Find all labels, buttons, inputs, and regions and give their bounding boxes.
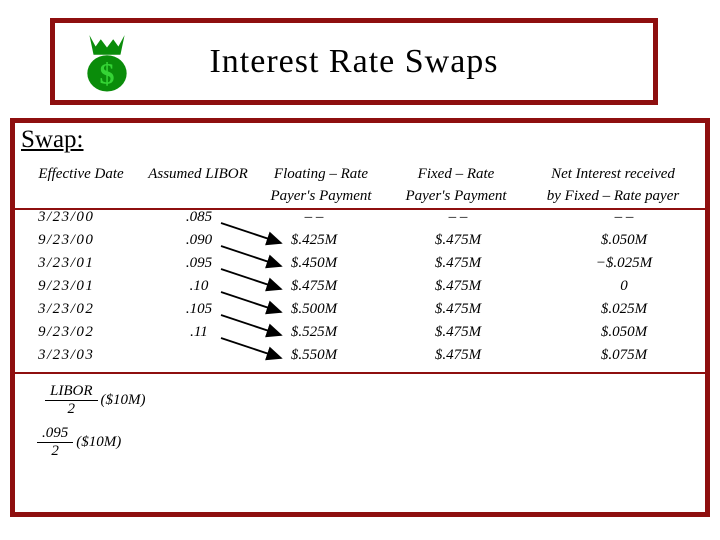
fraction-denominator: 2 <box>67 401 76 418</box>
fraction-denominator: 2 <box>51 443 59 460</box>
cell-fixed: $.475M <box>434 301 482 317</box>
cell-libor: .105 <box>185 301 213 317</box>
header-fixed-payment: Payer's Payment <box>405 188 507 204</box>
header-floating-rate: Floating – Rate <box>273 166 369 182</box>
cell-net: $.025M <box>600 301 648 317</box>
cell-date: 3/23/03 <box>38 347 95 363</box>
cell-net: $.050M <box>600 324 648 340</box>
cell-net: $.050M <box>600 232 648 248</box>
table-row: 3/23/03 $.550M $.475M $.075M <box>15 347 705 370</box>
cell-date: 3/23/02 <box>38 301 95 317</box>
cell-date: 9/23/01 <box>38 278 95 294</box>
cell-floating: $.425M <box>290 232 338 248</box>
cell-date: 9/23/00 <box>38 232 95 248</box>
cell-fixed: $.475M <box>434 324 482 340</box>
fraction: .095 2 <box>37 425 74 461</box>
table-row: 9/23/02 .11 $.525M $.475M $.050M <box>15 324 705 347</box>
header-assumed-libor: Assumed LIBOR <box>148 166 248 182</box>
header-rule <box>15 208 705 210</box>
cell-fixed: $.475M <box>434 255 482 271</box>
cell-fixed: – – <box>448 209 468 225</box>
cell-net: $.075M <box>600 347 648 363</box>
formula-suffix: ($10M) <box>76 434 122 451</box>
cell-libor: .10 <box>189 278 209 294</box>
fraction-numerator: LIBOR <box>45 383 98 402</box>
table-row: 3/23/00 .085 – – – – – – <box>15 209 705 232</box>
header-fixed-rate: Fixed – Rate <box>417 166 495 182</box>
cell-floating: $.500M <box>290 301 338 317</box>
slide-title: Interest Rate Swaps <box>209 42 499 80</box>
cell-date: 3/23/00 <box>38 209 95 225</box>
svg-text:$: $ <box>100 58 115 91</box>
cell-net: 0 <box>620 278 628 294</box>
table-row: 3/23/02 .105 $.500M $.475M $.025M <box>15 301 705 324</box>
swap-heading: Swap: <box>21 126 84 153</box>
table-bottom-rule <box>15 372 705 374</box>
cell-libor: .095 <box>185 255 213 271</box>
cell-net: −$.025M <box>595 255 653 271</box>
fraction-numerator: .095 <box>37 425 74 444</box>
cell-floating: $.450M <box>290 255 338 271</box>
header-floating-payment: Payer's Payment <box>270 188 372 204</box>
table-row: 9/23/00 .090 $.425M $.475M $.050M <box>15 232 705 255</box>
cell-floating: $.550M <box>290 347 338 363</box>
content-box: Swap: Effective Date Assumed LIBOR Float… <box>10 118 710 517</box>
header-net-payer: by Fixed – Rate payer <box>546 188 680 204</box>
cell-floating: – – <box>304 209 324 225</box>
cell-libor: .090 <box>185 232 213 248</box>
cell-libor: .11 <box>190 324 208 340</box>
header-effective-date: Effective Date <box>38 166 124 182</box>
table-header-line1: Effective Date Assumed LIBOR Floating – … <box>15 166 705 184</box>
cell-fixed: $.475M <box>434 347 482 363</box>
cell-date: 3/23/01 <box>38 255 95 271</box>
table-row: 3/23/01 .095 $.450M $.475M −$.025M <box>15 255 705 278</box>
cell-libor: .085 <box>185 209 213 225</box>
formula-suffix: ($10M) <box>100 392 146 409</box>
money-bag-icon: $ <box>87 35 127 92</box>
cell-net: – – <box>614 209 634 225</box>
header-net-interest: Net Interest received <box>551 166 675 182</box>
cell-floating: $.475M <box>290 278 338 294</box>
formula-example-payment: .095 2 ($10M) <box>37 425 121 461</box>
title-box: $ Interest Rate Swaps <box>50 18 658 105</box>
formula-libor-payment: LIBOR 2 ($10M) <box>45 383 146 419</box>
table-header-line2: Payer's Payment Payer's Payment by Fixed… <box>15 188 705 206</box>
cell-fixed: $.475M <box>434 278 482 294</box>
cell-fixed: $.475M <box>434 232 482 248</box>
table-row: 9/23/01 .10 $.475M $.475M 0 <box>15 278 705 301</box>
fraction: LIBOR 2 <box>45 383 98 419</box>
cell-floating: $.525M <box>290 324 338 340</box>
cell-date: 9/23/02 <box>38 324 95 340</box>
